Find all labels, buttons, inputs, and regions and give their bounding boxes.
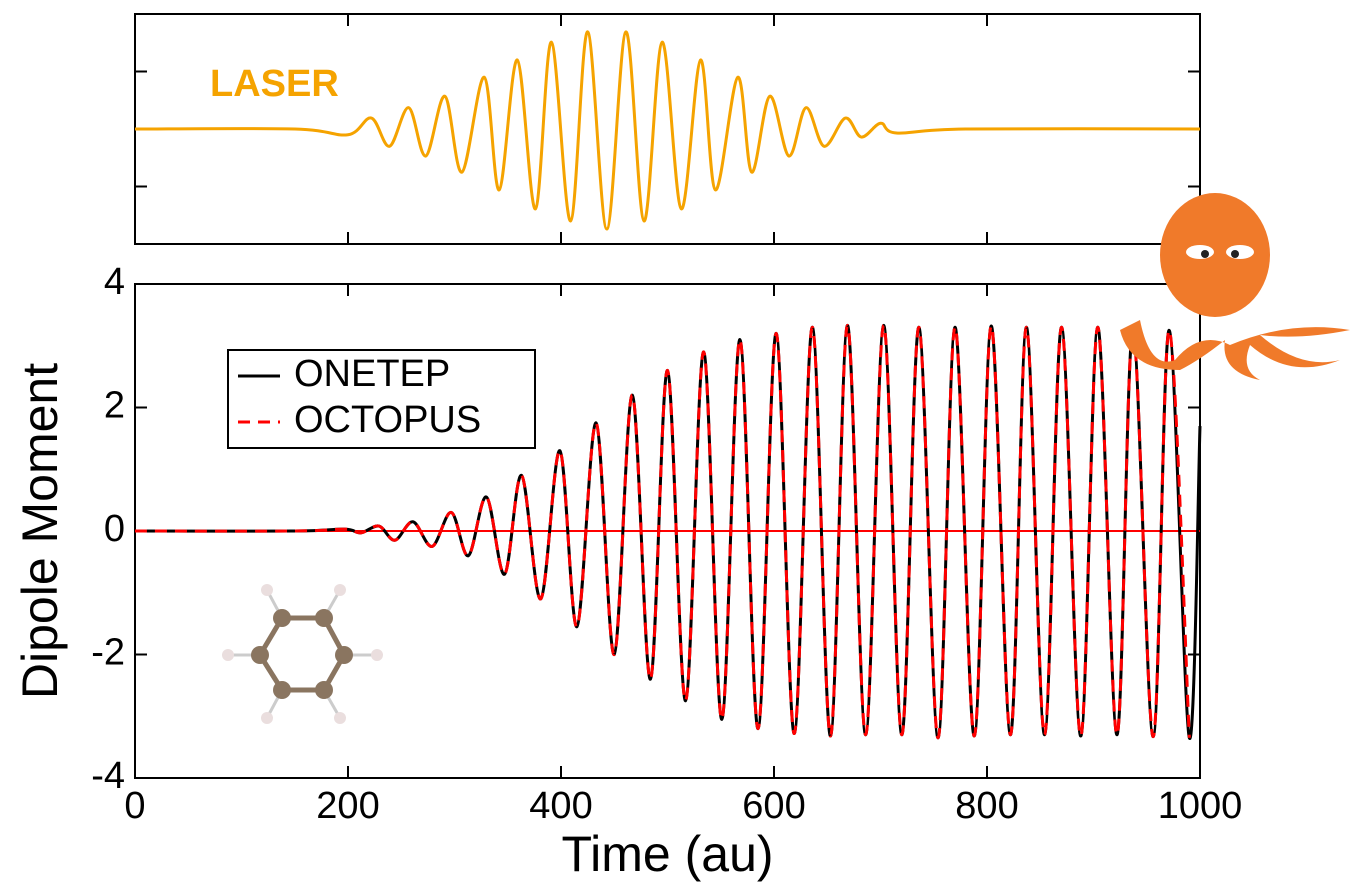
octopus-icon [1120, 193, 1350, 380]
y-tick-label: 4 [104, 261, 125, 303]
x-axis-label: Time (au) [561, 826, 773, 882]
x-tick-label: 800 [955, 785, 1018, 827]
y-tick-label: -4 [91, 755, 125, 797]
x-tick-label: 400 [529, 785, 592, 827]
legend-label: ONETEP [294, 353, 450, 395]
x-tick-label: 200 [316, 785, 379, 827]
legend-box [227, 349, 536, 449]
plots: LASER 0 200 400 600 800 1000 -4 -2 0 2 4 Time (au) Di… [12, 13, 1243, 882]
legend-label: OCTOPUS [294, 399, 481, 441]
benzene-icon [222, 584, 383, 724]
y-tick-label: 0 [104, 508, 125, 550]
x-tick-label: 1000 [1158, 785, 1243, 827]
y-tick-label: 2 [104, 385, 125, 427]
y-axis-label: Dipole Moment [12, 363, 68, 699]
x-tick-label: 600 [742, 785, 805, 827]
y-tick-label: -2 [91, 632, 125, 674]
data-line [134, 323, 1191, 740]
data-line [134, 30, 1201, 231]
x-tick-label: 0 [124, 785, 145, 827]
annotation: LASER [210, 63, 339, 105]
